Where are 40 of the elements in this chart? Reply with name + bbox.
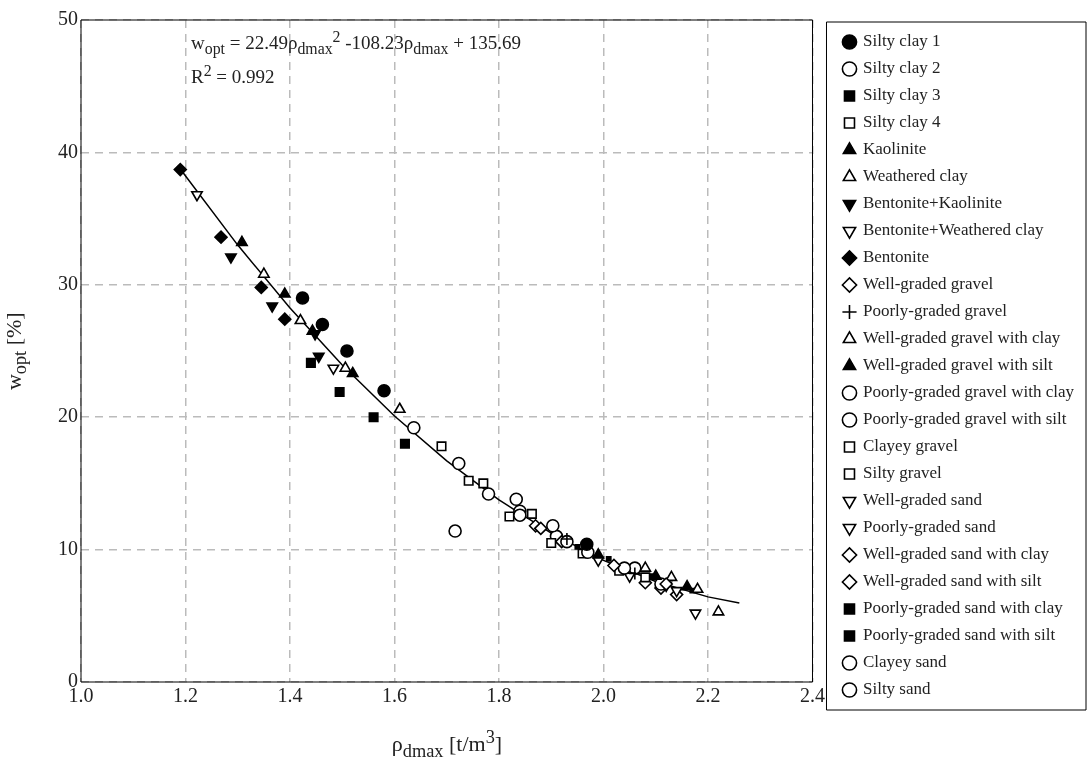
x-tick-label: 1.6 (381, 684, 407, 707)
legend-label: Weathered clay (862, 166, 969, 186)
x-tick-label: 2.4 (799, 684, 825, 707)
legend-label: Clayey gravel (862, 436, 959, 456)
legend-label: Silty clay 1 (862, 31, 941, 51)
annotation: R$^{2}$ = 0.992 (191, 62, 275, 89)
legend-label: Bentonite+Weathered clay (862, 220, 1044, 240)
legend-label: Bentonite (862, 247, 930, 267)
legend-label: Well-graded gravel with silt (862, 355, 1054, 375)
y-tick-label: 20 (58, 404, 78, 427)
legend-label: Bentonite+Kaolinite (862, 193, 1002, 213)
y-tick-label: 40 (58, 139, 78, 162)
legend-label: Clayey sand (862, 652, 948, 672)
y-tick-label: 10 (58, 536, 78, 559)
annotation: w$_{opt}$ = 22.49ρ$_{dmax}$$^{2}$ -108.23ρ$_{dmax}$ + 135.69 (191, 28, 521, 59)
x-axis-title: ρ$_{dmax}$ [t/m$^{3}$] (391, 727, 503, 762)
legend-label: Silty clay 2 (862, 58, 941, 78)
legend-label: Poorly-graded gravel with clay (862, 382, 1075, 402)
x-tick-label: 1.2 (173, 684, 198, 707)
legend-label: Poorly-graded sand with silt (862, 625, 1056, 645)
legend-label: Poorly-graded gravel (862, 301, 1008, 321)
legend-label: Silty gravel (862, 463, 943, 483)
y-tick-label: 30 (58, 272, 78, 295)
x-tick-label: 1.8 (486, 684, 512, 707)
legend-label: Poorly-graded sand with clay (862, 598, 1064, 618)
legend-label: Well-graded sand with clay (862, 544, 1050, 564)
legend-label: Well-graded sand with silt (862, 571, 1042, 591)
legend-label: Silty clay 3 (862, 85, 941, 105)
legend-label: Well-graded sand (862, 490, 983, 510)
legend-label: Silty sand (862, 679, 932, 699)
legend-label: Kaolinite (862, 139, 927, 159)
x-tick-label: 2.2 (695, 684, 721, 707)
legend-label: Well-graded gravel with clay (862, 328, 1061, 348)
x-tick-label: 2.0 (590, 684, 616, 707)
legend-label: Poorly-graded gravel with silt (862, 409, 1067, 429)
legend-label: Poorly-graded sand (862, 517, 997, 537)
legend-label: Well-graded gravel (862, 274, 994, 294)
y-tick-label: 50 (58, 7, 78, 30)
x-tick-label: 1.4 (277, 684, 303, 707)
legend-label: Silty clay 4 (862, 112, 941, 132)
